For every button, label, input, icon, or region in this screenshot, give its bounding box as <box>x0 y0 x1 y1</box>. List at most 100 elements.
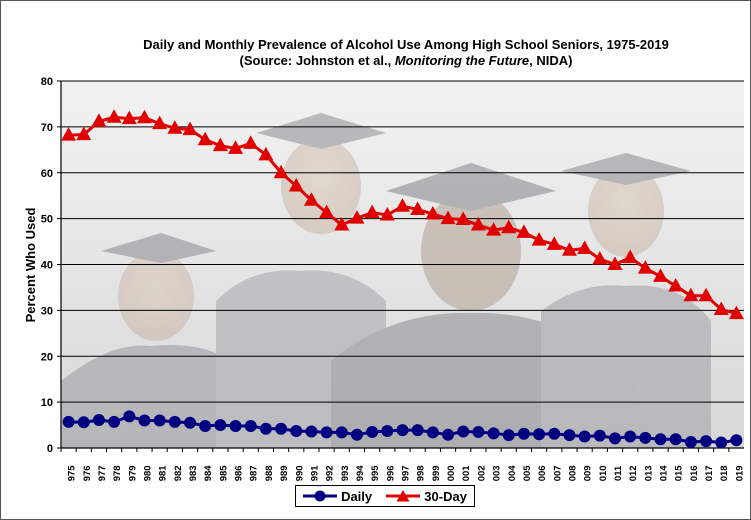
x-tick-label: 1995 <box>370 465 381 481</box>
legend-30day-label: 30-Day <box>424 488 467 504</box>
x-tick-label: 2009 <box>583 465 594 481</box>
x-tick-label: 2006 <box>537 465 548 481</box>
axes <box>60 81 744 449</box>
x-tick-label: 1987 <box>249 465 260 481</box>
data-point-30day <box>212 137 228 152</box>
x-tick-label: 1993 <box>340 465 351 481</box>
x-tick-label: 2010 <box>598 465 609 481</box>
data-point-daily <box>457 425 470 438</box>
x-tick-label: 2005 <box>522 465 533 481</box>
x-tick-label: 2003 <box>492 465 503 481</box>
x-tick-label: 1994 <box>355 465 366 481</box>
data-point-30day <box>531 232 547 246</box>
grid-lines <box>61 80 744 403</box>
data-point-daily <box>411 424 424 437</box>
data-point-30day <box>410 201 426 215</box>
x-tick-label: 1976 <box>82 465 93 481</box>
x-tick-label: 1992 <box>325 465 336 481</box>
data-point-30day <box>577 240 593 254</box>
data-point-30day <box>622 249 638 264</box>
data-point-30day <box>637 260 653 274</box>
data-point-daily <box>350 428 363 441</box>
chart-subtitle: (Source: Johnston et al., Monitoring the… <box>61 53 751 68</box>
subtitle-italic: Monitoring the Future <box>394 53 530 68</box>
data-point-daily <box>214 419 227 432</box>
data-point-30day <box>607 256 623 270</box>
y-tick-label: 80 <box>41 76 53 88</box>
data-point-30day <box>516 224 532 238</box>
data-point-daily <box>608 432 621 445</box>
x-tick-label: 2011 <box>613 465 624 481</box>
data-point-30day <box>61 127 77 141</box>
x-tick-label: 1999 <box>431 465 442 481</box>
data-point-30day <box>683 287 699 302</box>
legend-daily-swatch <box>303 490 338 502</box>
data-point-30day <box>653 268 669 282</box>
data-point-daily <box>77 416 90 429</box>
data-point-daily <box>153 414 166 427</box>
data-point-daily <box>669 433 682 446</box>
data-point-daily <box>624 430 637 443</box>
data-point-daily <box>502 429 515 442</box>
x-tick-label: 1983 <box>188 465 199 481</box>
x-tick-label: 1985 <box>218 465 229 481</box>
legend-30day-swatch <box>386 490 421 502</box>
data-point-daily <box>533 428 546 441</box>
x-tick-label: 2019 <box>734 465 745 481</box>
y-tick-label: 60 <box>41 168 53 180</box>
data-point-daily <box>730 434 743 447</box>
subtitle-prefix: (Source: Johnston et al., <box>239 53 395 68</box>
data-point-daily <box>487 427 500 440</box>
x-tick-label: 2004 <box>507 465 518 481</box>
data-point-30day <box>273 164 289 179</box>
data-point-30day <box>349 210 365 224</box>
x-tick-label: 2015 <box>674 465 685 481</box>
data-point-daily <box>548 427 561 440</box>
data-point-daily <box>578 430 591 443</box>
data-point-daily <box>472 425 485 438</box>
data-point-30day <box>713 301 729 315</box>
chart-title: Daily and Monthly Prevalence of Alcohol … <box>143 37 669 52</box>
data-point-30day <box>592 250 608 265</box>
x-tick-label: 1978 <box>112 465 123 481</box>
data-point-30day <box>182 121 198 136</box>
data-point-30day <box>303 192 319 206</box>
x-tick-label: 2013 <box>643 465 654 481</box>
data-point-30day <box>136 109 152 124</box>
x-tick-label: 1998 <box>416 465 427 481</box>
data-point-30day <box>470 217 486 231</box>
x-tick-label: 1977 <box>97 465 108 481</box>
y-axis-label: Percent Who Used <box>23 208 38 323</box>
legend-daily-label: Daily <box>341 488 373 504</box>
legend-item-daily: Daily <box>303 489 372 504</box>
data-point-daily <box>168 415 181 428</box>
data-point-30day <box>152 115 168 130</box>
x-axis-ticks: 1975 1976 1977 1978 1979 1980 1981 1982 1983 1984… <box>60 448 745 481</box>
data-point-30day <box>243 135 259 149</box>
data-point-daily <box>442 428 455 441</box>
data-point-30day <box>379 206 395 221</box>
data-point-daily <box>108 415 121 428</box>
data-point-30day <box>561 242 577 256</box>
y-tick-label: 0 <box>47 443 53 455</box>
data-point-30day <box>91 113 107 127</box>
x-tick-label: 1997 <box>401 465 412 481</box>
data-point-30day <box>698 287 714 302</box>
y-tick-label: 30 <box>41 305 53 317</box>
data-point-daily <box>700 435 713 448</box>
x-tick-label: 1984 <box>203 465 214 481</box>
y-tick-label: 70 <box>41 122 53 134</box>
data-point-daily <box>138 414 151 427</box>
legend-item-30day: 30-Day <box>386 489 467 504</box>
subtitle-suffix: , NIDA) <box>529 53 573 68</box>
data-point-30day <box>546 236 562 250</box>
chart-legend: Daily 30-Day <box>295 485 475 507</box>
data-point-30day <box>668 278 684 292</box>
data-point-30day <box>197 131 213 146</box>
data-point-30day <box>76 126 92 141</box>
y-tick-label: 20 <box>41 351 53 363</box>
data-point-30day <box>121 110 137 125</box>
data-point-30day <box>425 206 441 220</box>
